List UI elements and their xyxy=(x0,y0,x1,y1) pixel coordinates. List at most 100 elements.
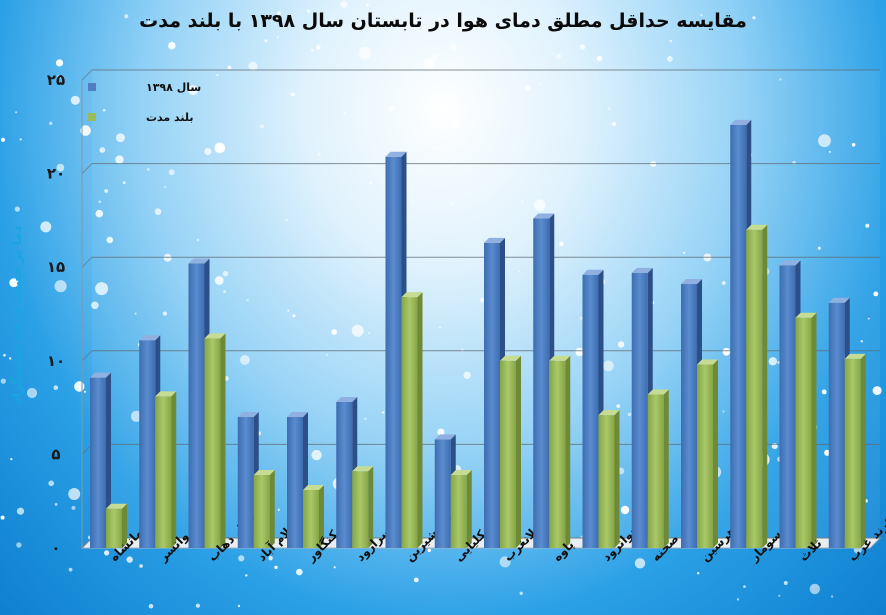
snowflake xyxy=(15,111,18,114)
snowflake xyxy=(134,312,137,315)
snowflake xyxy=(519,591,523,595)
snowflake xyxy=(48,480,54,487)
snowflake xyxy=(124,14,129,19)
snowflake xyxy=(80,125,91,136)
y-tick-label: ۰ xyxy=(51,539,60,557)
bar-top xyxy=(844,353,866,359)
snowflake xyxy=(223,290,227,294)
snowflake xyxy=(316,45,321,50)
snowflake xyxy=(611,121,617,127)
snowflake xyxy=(245,574,248,577)
snowflake xyxy=(722,347,731,356)
bar-top xyxy=(730,119,752,125)
bar-side xyxy=(417,292,423,548)
snowflake xyxy=(867,317,870,320)
bar-front xyxy=(500,360,516,548)
snowflake xyxy=(556,53,561,59)
bar-top xyxy=(549,355,571,361)
snowflake xyxy=(49,121,53,126)
snowflake xyxy=(559,241,564,246)
snowflake xyxy=(57,75,61,79)
bar-top xyxy=(533,213,555,219)
snowflake xyxy=(459,145,462,148)
snowflake xyxy=(872,386,882,396)
bar-front xyxy=(139,340,156,548)
bar-front xyxy=(681,284,697,548)
snowflake xyxy=(575,347,584,357)
snowflake xyxy=(634,558,646,569)
bar-front xyxy=(352,471,369,548)
snowflake xyxy=(238,555,245,562)
snowflake xyxy=(147,168,150,171)
bar-side xyxy=(860,353,866,548)
bar-top xyxy=(434,434,456,440)
bar-top xyxy=(647,389,669,395)
snowflake xyxy=(240,355,250,365)
legend-swatch xyxy=(88,113,96,121)
snowflake xyxy=(452,160,455,163)
bar-top xyxy=(631,267,653,273)
snowflake xyxy=(368,332,371,335)
bar-top xyxy=(139,335,161,341)
snowflake xyxy=(551,52,554,55)
bar-front xyxy=(779,265,796,548)
snowflake xyxy=(163,253,172,262)
snowflake xyxy=(106,236,114,244)
snowflake xyxy=(817,246,821,250)
snowflake xyxy=(214,276,224,285)
snowflake xyxy=(56,163,65,172)
bar-front xyxy=(795,317,812,548)
legend-swatch xyxy=(88,83,96,91)
snowflake xyxy=(237,604,241,608)
snowflake xyxy=(579,316,583,320)
snowflake xyxy=(10,458,13,461)
snowflake xyxy=(596,55,603,62)
bar xyxy=(155,391,177,548)
chart-title: مقایسه حداقل مطلق دمای هوا در تابستان سا… xyxy=(139,10,747,32)
snowflake xyxy=(431,53,439,61)
bar-side xyxy=(811,312,817,548)
snowflake xyxy=(147,20,152,26)
snowflake xyxy=(196,238,200,242)
snowflake xyxy=(83,390,86,393)
snowflake xyxy=(292,314,296,318)
snowflake xyxy=(427,548,432,553)
bar-front xyxy=(647,394,664,548)
bar-front xyxy=(106,508,122,548)
y-axis-title: دما بر حسب درجه سانتیگراد xyxy=(10,225,25,405)
snowflake xyxy=(450,201,454,205)
snowflake xyxy=(821,389,827,395)
snowflake xyxy=(0,378,6,384)
snowflake xyxy=(95,209,104,218)
snowflake xyxy=(413,577,419,583)
bar-side xyxy=(220,333,226,548)
snowflake xyxy=(214,142,226,154)
bar-front xyxy=(582,274,599,548)
bar xyxy=(352,466,374,548)
snowflake xyxy=(71,505,76,510)
bar-top xyxy=(598,410,620,416)
bar-top xyxy=(155,391,177,397)
y-tick-label: ۲۵ xyxy=(47,71,65,89)
snowflake xyxy=(216,74,219,77)
snowflake xyxy=(777,361,780,364)
snowflake xyxy=(126,556,133,563)
bar-top xyxy=(253,469,275,475)
bar-side xyxy=(368,466,374,548)
bar-top xyxy=(697,359,718,365)
bar-top xyxy=(106,503,127,509)
gridline-depth xyxy=(81,350,93,362)
bar xyxy=(647,389,669,548)
snowflake xyxy=(95,282,109,296)
snowflake xyxy=(736,598,740,601)
snowflake xyxy=(451,119,460,128)
bar xyxy=(844,353,866,548)
bar xyxy=(795,312,817,548)
snowflake xyxy=(743,585,746,588)
bar-top xyxy=(188,258,210,264)
bar-side xyxy=(106,372,111,548)
snowflake xyxy=(91,301,99,310)
bar-front xyxy=(237,416,254,548)
bar-top xyxy=(287,411,308,417)
bar-front xyxy=(90,377,106,548)
